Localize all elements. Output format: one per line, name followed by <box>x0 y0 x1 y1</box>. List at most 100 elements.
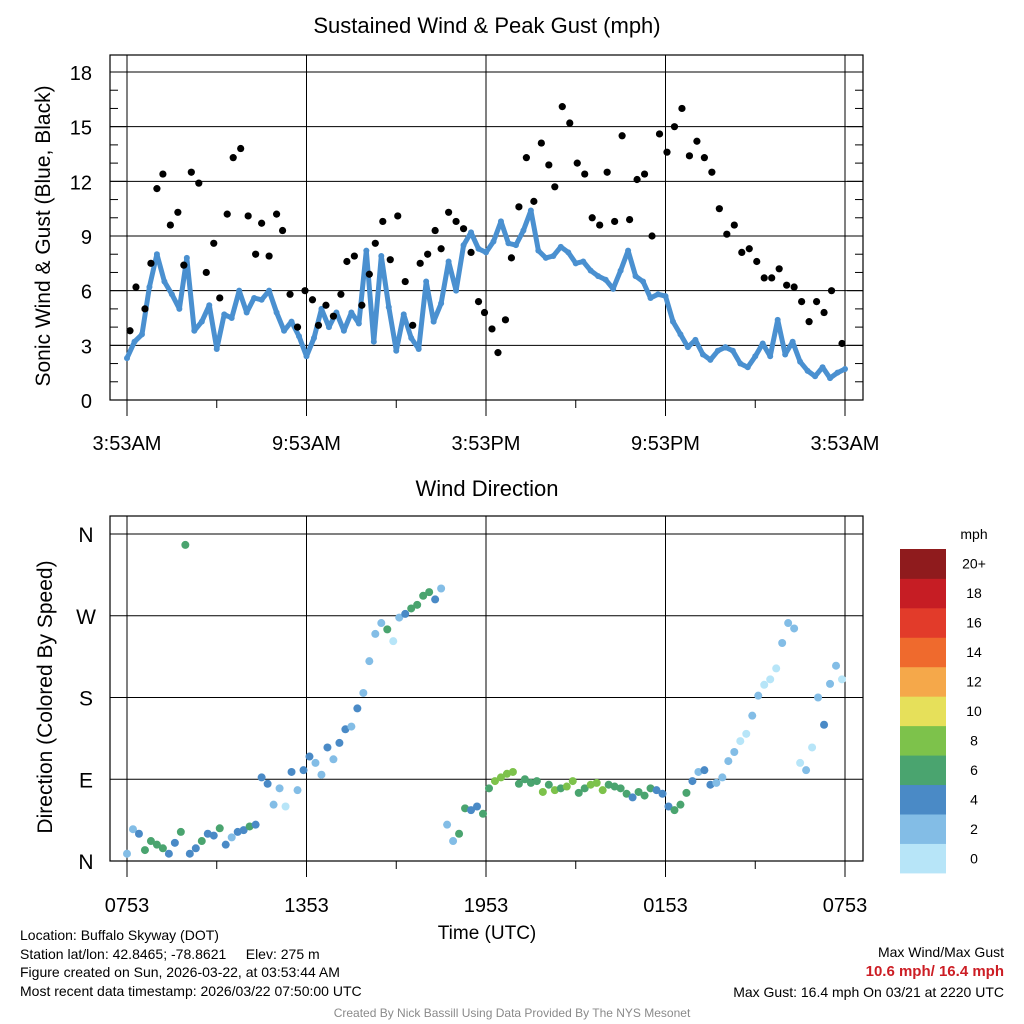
peak-gust-point <box>798 298 806 306</box>
latlon-row: Station lat/lon: 42.8465; -78.8621 Elev:… <box>20 945 362 964</box>
direction-point <box>634 787 643 796</box>
peak-gust-point <box>166 221 174 229</box>
direction-point <box>772 664 781 673</box>
peak-gust-point <box>424 250 432 258</box>
direction-point <box>802 766 811 775</box>
peak-gust-point <box>838 339 846 348</box>
sustained-wind-point <box>146 284 153 291</box>
sustained-wind-point <box>752 353 759 360</box>
sustained-wind-point <box>640 278 647 285</box>
peak-gust-point <box>126 327 134 335</box>
direction-point <box>473 802 482 811</box>
direction-point <box>628 793 637 802</box>
sustained-wind-point <box>310 335 317 342</box>
peak-gust-point <box>258 219 266 227</box>
direction-point <box>580 784 589 793</box>
sustained-wind-point <box>453 287 460 294</box>
sustained-wind-point <box>557 243 564 250</box>
colorbar-swatch <box>900 607 946 638</box>
sustained-wind-point <box>161 278 168 285</box>
peak-gust-point <box>132 283 140 291</box>
sustained-wind-point <box>251 294 258 301</box>
peak-gust-point <box>573 159 581 167</box>
peak-gust-point <box>371 239 379 247</box>
sustained-wind-point <box>789 338 796 345</box>
peak-gust-point <box>812 298 821 306</box>
peak-gust-point <box>760 274 768 282</box>
sustained-wind-point <box>804 367 811 374</box>
direction-point <box>146 837 155 846</box>
sustained-wind-point <box>303 353 310 360</box>
sustained-wind-point <box>812 373 819 380</box>
peak-gust-point <box>180 261 188 269</box>
direction-point <box>239 826 248 835</box>
peak-gust-point <box>174 208 182 216</box>
peak-gust-point <box>708 168 716 176</box>
direction-chart-title: Wind Direction <box>415 476 558 501</box>
direction-point <box>176 827 185 836</box>
sustained-wind-point <box>834 369 841 376</box>
colorbar-label: 0 <box>970 850 978 866</box>
direction-point <box>209 831 218 840</box>
direction-point <box>335 738 344 747</box>
direction-point <box>796 758 805 767</box>
direction-point <box>401 609 410 618</box>
colorbar-label: 12 <box>966 674 982 690</box>
peak-gust-point <box>431 226 439 235</box>
direction-point <box>718 773 727 782</box>
direction-point <box>790 624 799 633</box>
direction-point <box>730 748 739 756</box>
direction-point <box>832 661 841 670</box>
peak-gust-point <box>337 290 345 298</box>
direction-point <box>532 777 541 786</box>
peak-gust-point <box>278 226 287 235</box>
sustained-wind-point <box>408 335 415 342</box>
sustained-wind-point <box>580 258 587 265</box>
direction-point <box>820 720 829 729</box>
sustained-wind-point <box>288 318 295 325</box>
direction-point <box>128 825 137 834</box>
sustained-wind-point <box>483 249 489 256</box>
direction-point <box>538 787 547 796</box>
direction-point <box>479 809 488 818</box>
colorbar-swatch <box>900 696 946 727</box>
peak-gust-point <box>216 294 224 302</box>
direction-point <box>299 766 308 775</box>
direction-point <box>814 693 823 702</box>
sustained-wind-point <box>827 375 834 382</box>
wind-ytick-label: 3 <box>81 336 92 358</box>
sustained-wind-point <box>729 347 736 354</box>
direction-ytick-label: W <box>76 606 96 629</box>
sustained-wind-point <box>281 327 288 334</box>
peak-gust-point <box>507 254 516 262</box>
peak-gust-point <box>141 305 149 313</box>
sustained-wind-point <box>340 327 347 334</box>
sustained-wind-point <box>647 294 654 301</box>
sustained-wind-point <box>423 278 430 285</box>
peak-gust-point <box>474 298 483 306</box>
direction-point <box>158 844 167 853</box>
sustained-wind-point <box>662 293 669 300</box>
direction-xtick-label: 0753 <box>823 895 868 917</box>
colorbar-swatch <box>900 725 946 756</box>
peak-gust-point <box>394 212 402 220</box>
sustained-wind-point <box>527 207 534 214</box>
peak-gust-point <box>663 148 671 156</box>
peak-gust-point <box>416 259 424 267</box>
direction-point <box>778 639 787 647</box>
peak-gust-point <box>293 323 302 331</box>
wind-xtick-label: 3:53AM <box>93 433 162 455</box>
peak-gust-point <box>494 349 502 357</box>
peak-gust-point <box>551 183 559 191</box>
colorbar-label: 10 <box>966 703 982 719</box>
peak-gust-point <box>358 301 366 309</box>
sustained-wind-point <box>325 324 332 331</box>
direction-point <box>682 788 691 797</box>
peak-gust-point <box>452 217 460 226</box>
sustained-wind-point <box>655 291 662 298</box>
sustained-wind-point <box>296 333 303 340</box>
peak-gust-point <box>648 232 656 240</box>
direction-xtick-label: 0153 <box>643 895 688 917</box>
direction-point <box>365 657 374 666</box>
direction-point <box>269 800 278 809</box>
